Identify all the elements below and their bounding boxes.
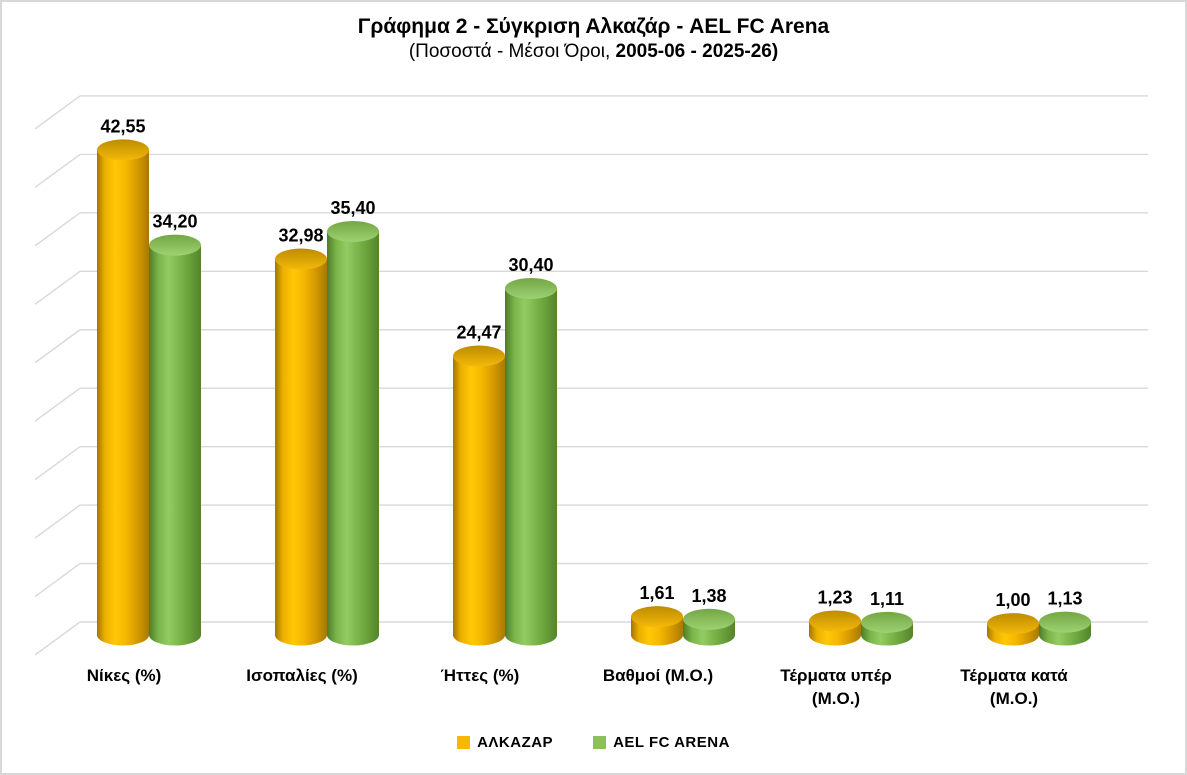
gridline-depth (34, 95, 81, 130)
gridline-depth (34, 446, 81, 481)
bar-cylinder-top (453, 345, 505, 367)
data-label: 1,61 (639, 583, 674, 603)
data-label: 34,20 (152, 212, 197, 232)
gridline-depth (34, 329, 81, 364)
gridline-depth (34, 270, 81, 305)
bar-cylinder-body (97, 149, 149, 646)
gridline-depth (34, 621, 81, 656)
legend-swatch (457, 736, 471, 749)
bar-cylinder-top (1039, 611, 1091, 633)
bar-cylinder-top (809, 610, 861, 632)
bar-cylinder-top (275, 248, 327, 270)
data-label: 42,55 (100, 116, 145, 136)
bar-cylinder-body (327, 231, 379, 646)
legend-item: ΑΛΚΑΖΑΡ (457, 734, 553, 751)
category-label: Νίκες (%) (86, 666, 162, 685)
gridline-depth (34, 504, 81, 539)
chart-subtitle-prefix: (Ποσοστά - Μέσοι Όροι, (408, 41, 616, 62)
bar-cylinder-top (861, 611, 913, 633)
data-label: 24,47 (456, 323, 501, 343)
data-label: 32,98 (278, 226, 323, 246)
data-label: 30,40 (508, 255, 553, 275)
data-label: 1,00 (995, 590, 1030, 610)
category-label: Ήττες (%) (440, 666, 520, 685)
bar-cylinder-top (683, 608, 735, 630)
category-label: Ισοπαλίες (%) (246, 666, 358, 685)
data-label: 1,38 (691, 586, 726, 606)
chart-subtitle-period: 2005-06 - 2025-26) (615, 41, 779, 62)
data-label: 1,11 (870, 589, 904, 609)
bar-cylinder-top (327, 220, 379, 242)
bar-cylinder-top (631, 606, 683, 628)
legend-label: ΑΛΚΑΖΑΡ (477, 734, 554, 751)
legend-label: AEL FC ARENA (613, 734, 730, 751)
category-label: Τέρματα κατά (Μ.Ο.) (960, 666, 1068, 708)
legend: ΑΛΚΑΖΑΡ AEL FC ARENA (2, 734, 1185, 751)
bar-cylinder-top (505, 277, 557, 299)
chart-title-block: Γράφημα 2 - Σύγκριση Αλκαζάρ - AEL FC Ar… (2, 14, 1185, 64)
data-label: 35,40 (330, 198, 375, 218)
bar-cylinder-body (453, 356, 505, 646)
bar-cylinder-top (97, 139, 149, 161)
chart-title: Γράφημα 2 - Σύγκριση Αλκαζάρ - AEL FC Ar… (357, 15, 830, 38)
bar-cylinder-body (149, 245, 201, 646)
category-label: Βαθμοί (Μ.Ο.) (602, 666, 714, 685)
category-label: Τέρματα υπέρ (Μ.Ο.) (780, 666, 892, 708)
chart-subtitle: (Ποσοστά - Μέσοι Όροι, 2005-06 - 2025-26… (2, 40, 1185, 64)
gridline-depth (34, 212, 81, 247)
bar-cylinder-top (987, 613, 1039, 635)
bar-cylinder-top (149, 234, 201, 256)
legend-swatch (593, 736, 607, 749)
legend-item: AEL FC ARENA (593, 734, 730, 751)
gridline-depth (34, 153, 81, 188)
bar-cylinder-body (505, 288, 557, 646)
bar-cylinder-body (275, 259, 327, 646)
gridline-depth (34, 387, 81, 422)
gridline-depth (34, 562, 81, 598)
data-label: 1,23 (817, 587, 852, 607)
data-label: 1,13 (1047, 589, 1082, 609)
